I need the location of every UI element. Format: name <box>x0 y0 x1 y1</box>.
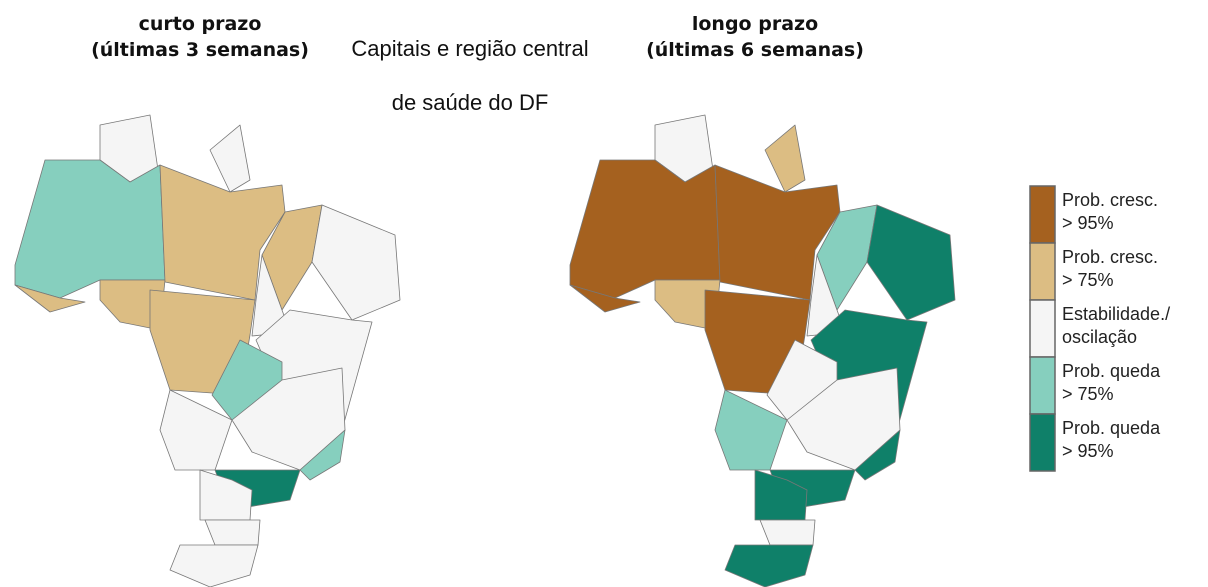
legend-label: Prob. queda <box>1062 361 1161 381</box>
state <box>199 469 253 521</box>
legend-label: Prob. queda <box>1062 418 1161 438</box>
state <box>654 279 721 331</box>
state <box>14 284 86 313</box>
legend-label: > 75% <box>1062 270 1114 290</box>
state <box>854 429 901 481</box>
state <box>569 284 641 313</box>
state <box>754 469 808 521</box>
state <box>816 204 878 311</box>
state <box>14 159 166 299</box>
legend-label: > 95% <box>1062 441 1114 461</box>
legend-swatch <box>1029 242 1056 301</box>
legend-label: Prob. cresc. <box>1062 190 1158 210</box>
state <box>866 204 956 321</box>
legend: Prob. cresc. > 95% Prob. cresc. > 75% Estabi… <box>1029 185 1170 472</box>
legend-label: > 75% <box>1062 384 1114 404</box>
state <box>99 279 166 331</box>
legend-swatch <box>1029 356 1056 415</box>
state <box>569 159 721 299</box>
center-title: Capitais e região central <box>351 36 588 61</box>
legend-label: oscilação <box>1062 327 1137 347</box>
legend-label: Prob. cresc. <box>1062 247 1158 267</box>
state <box>311 204 401 321</box>
state <box>724 544 814 587</box>
state <box>204 519 261 546</box>
legend-swatch <box>1029 185 1056 244</box>
right-title: longo prazo <box>692 13 818 35</box>
maps <box>14 114 956 587</box>
legend-label: > 95% <box>1062 213 1114 233</box>
state <box>714 389 788 471</box>
map <box>14 114 401 587</box>
left-title: curto prazo <box>139 13 262 35</box>
state <box>169 544 259 587</box>
legend-label: Estabilidade./ <box>1062 304 1170 324</box>
state <box>299 429 346 481</box>
state <box>209 124 251 193</box>
left-subtitle: (últimas 3 semanas) <box>91 39 309 61</box>
legend-swatch <box>1029 299 1056 358</box>
state <box>759 519 816 546</box>
center-title: de saúde do DF <box>392 90 549 115</box>
right-subtitle: (últimas 6 semanas) <box>646 39 864 61</box>
state <box>764 124 806 193</box>
state <box>261 204 323 311</box>
state <box>714 164 841 301</box>
map <box>569 114 956 587</box>
legend-swatch <box>1029 413 1056 472</box>
state <box>159 389 233 471</box>
state <box>159 164 286 301</box>
